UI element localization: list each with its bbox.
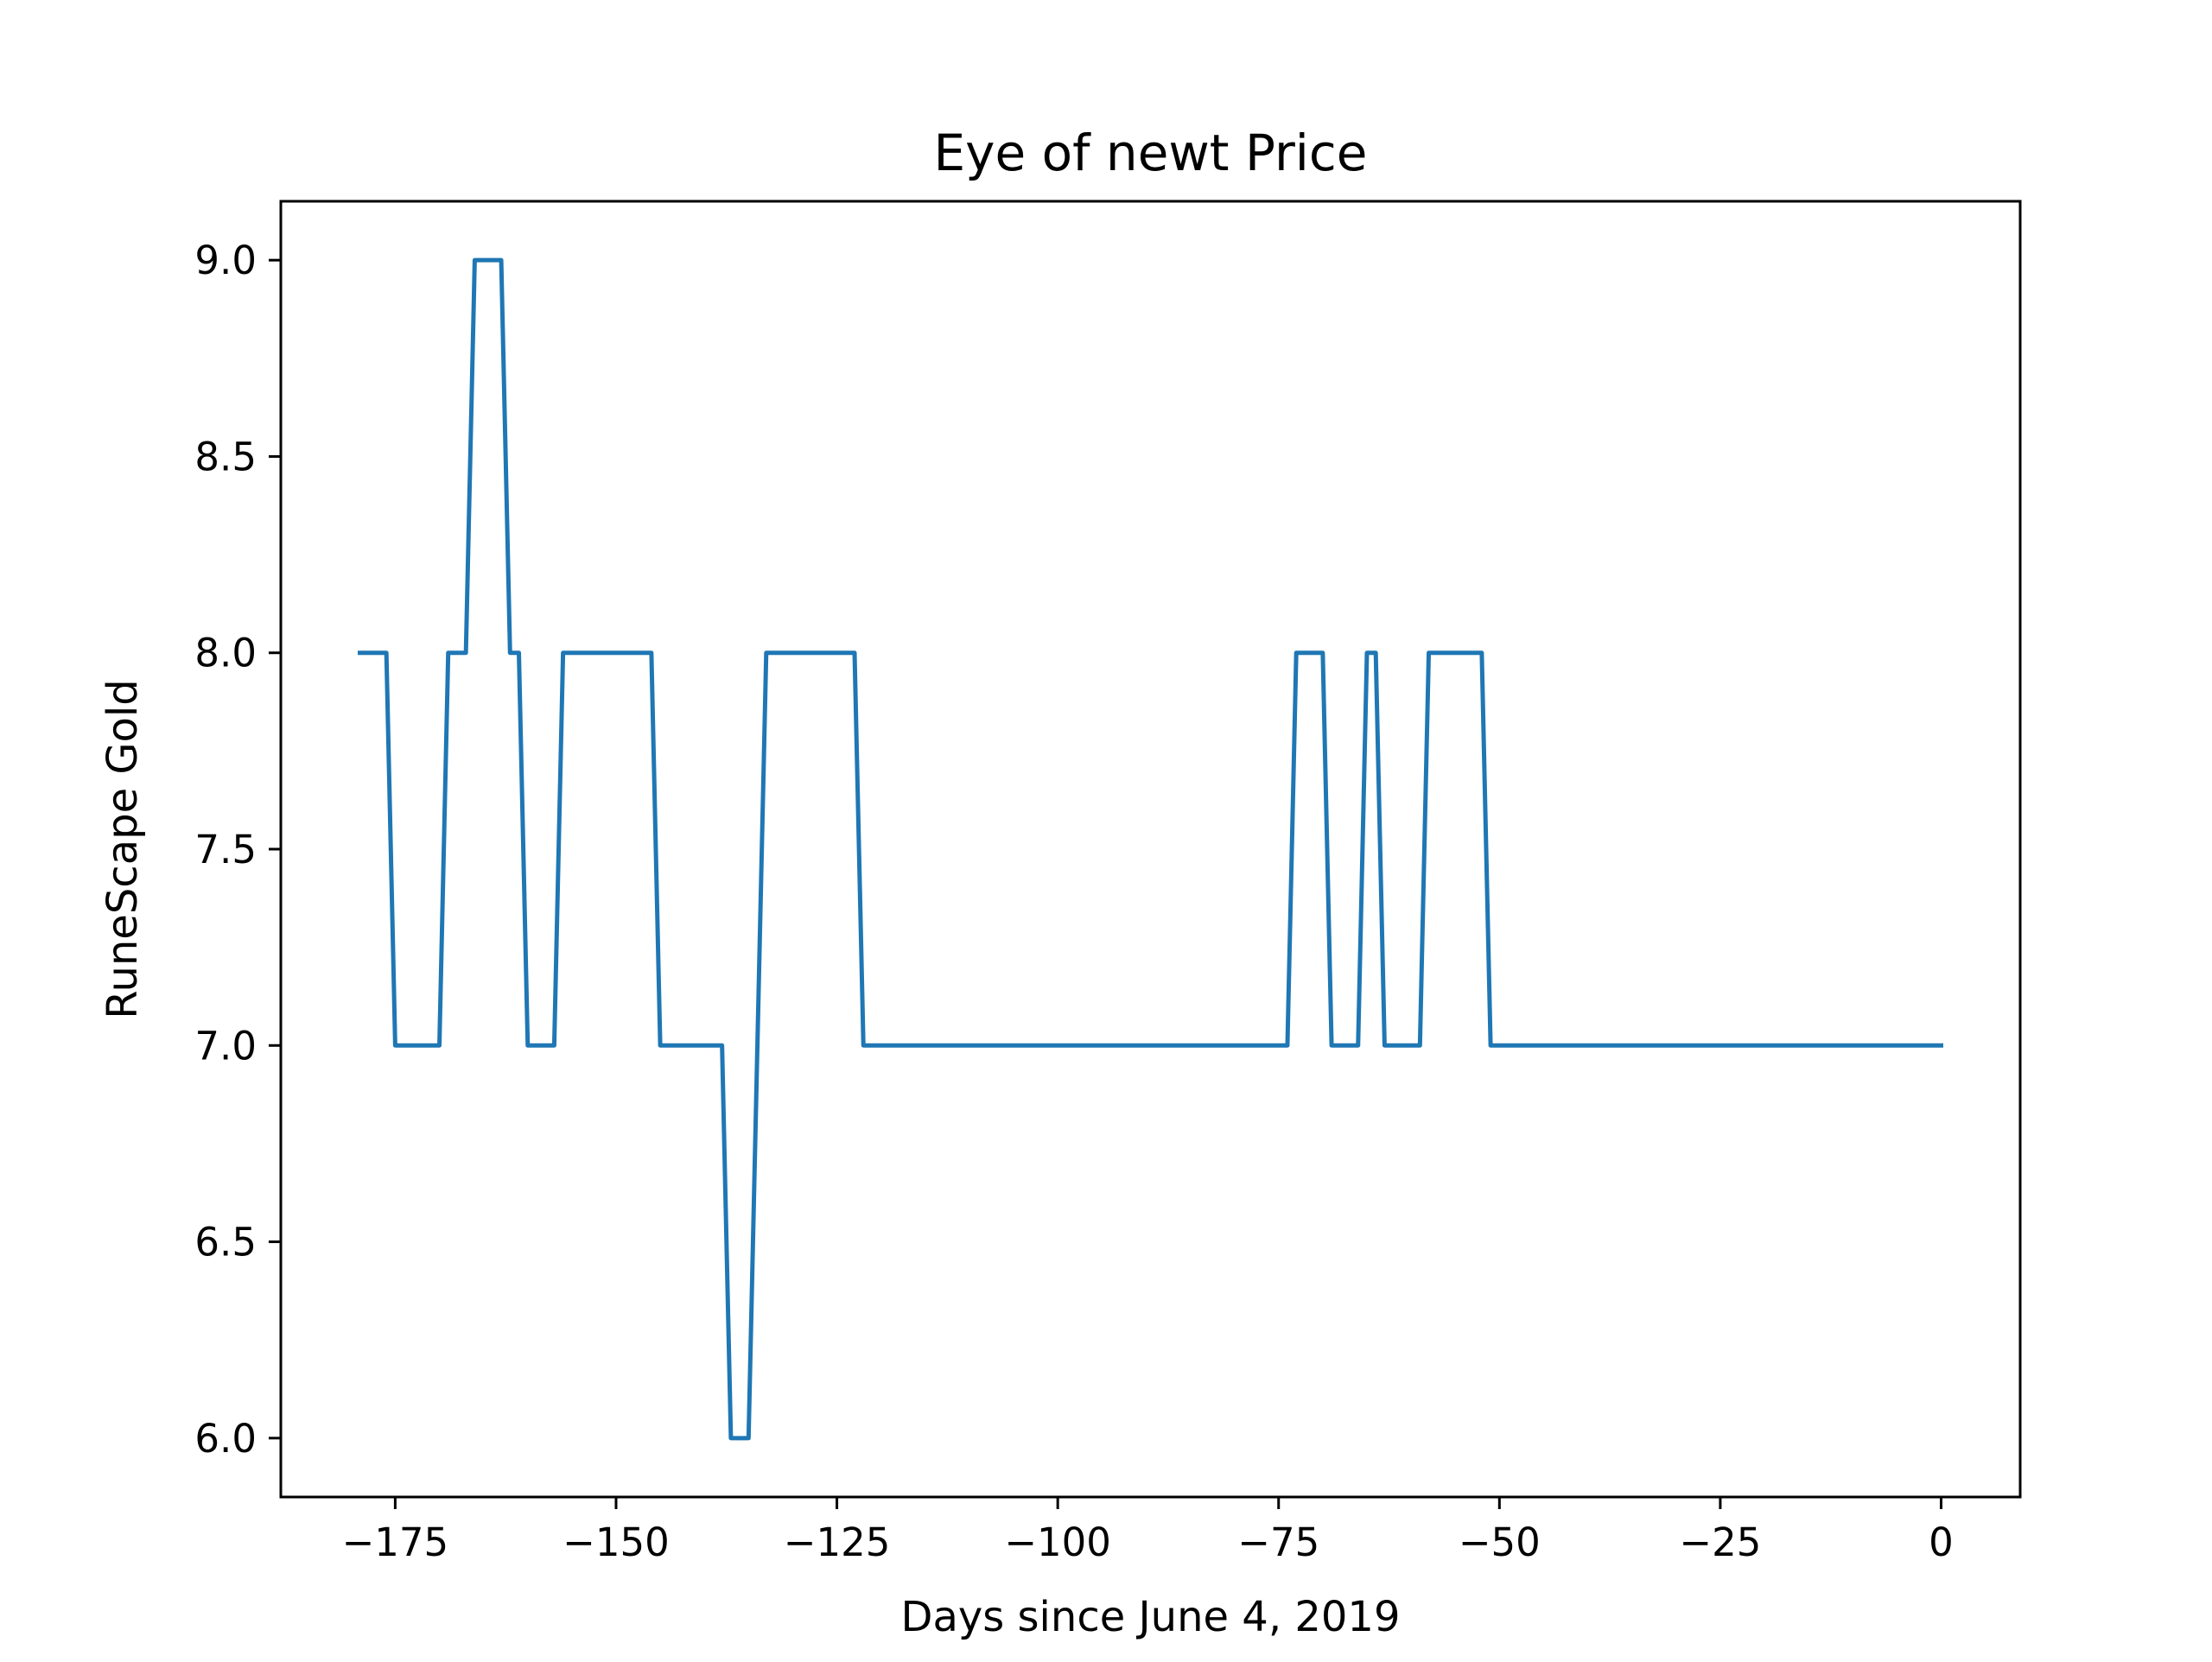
x-tick-label: −125 [784, 1519, 891, 1565]
y-tick-label: 7.0 [194, 1023, 257, 1069]
x-tick-label: −100 [1004, 1519, 1111, 1565]
x-tick-label: 0 [1929, 1519, 1954, 1565]
y-tick-label: 6.5 [194, 1220, 257, 1266]
y-tick-label: 9.0 [194, 238, 257, 283]
y-axis-label: RuneScape Gold [99, 679, 147, 1018]
x-tick-label: −25 [1679, 1519, 1761, 1565]
x-axis-label: Days since June 4, 2019 [901, 1593, 1401, 1641]
y-axis-ticks: 6.0 6.5 7.0 7.5 8.0 8.5 9.0 [194, 238, 281, 1462]
chart-title: Eye of newt Price [934, 124, 1368, 182]
y-tick-label: 7.5 [194, 827, 257, 872]
x-tick-label: −75 [1237, 1519, 1319, 1565]
x-tick-label: −50 [1459, 1519, 1541, 1565]
x-tick-label: −150 [563, 1519, 670, 1565]
x-tick-label: −175 [342, 1519, 449, 1565]
y-tick-label: 6.0 [194, 1416, 257, 1462]
y-tick-label: 8.0 [194, 631, 257, 676]
x-axis-ticks: −175 −150 −125 −100 −75 −50 −25 0 [342, 1497, 1954, 1565]
series-line-0 [358, 257, 1943, 1441]
series-layer [358, 257, 1943, 1441]
y-tick-label: 8.5 [194, 434, 257, 479]
